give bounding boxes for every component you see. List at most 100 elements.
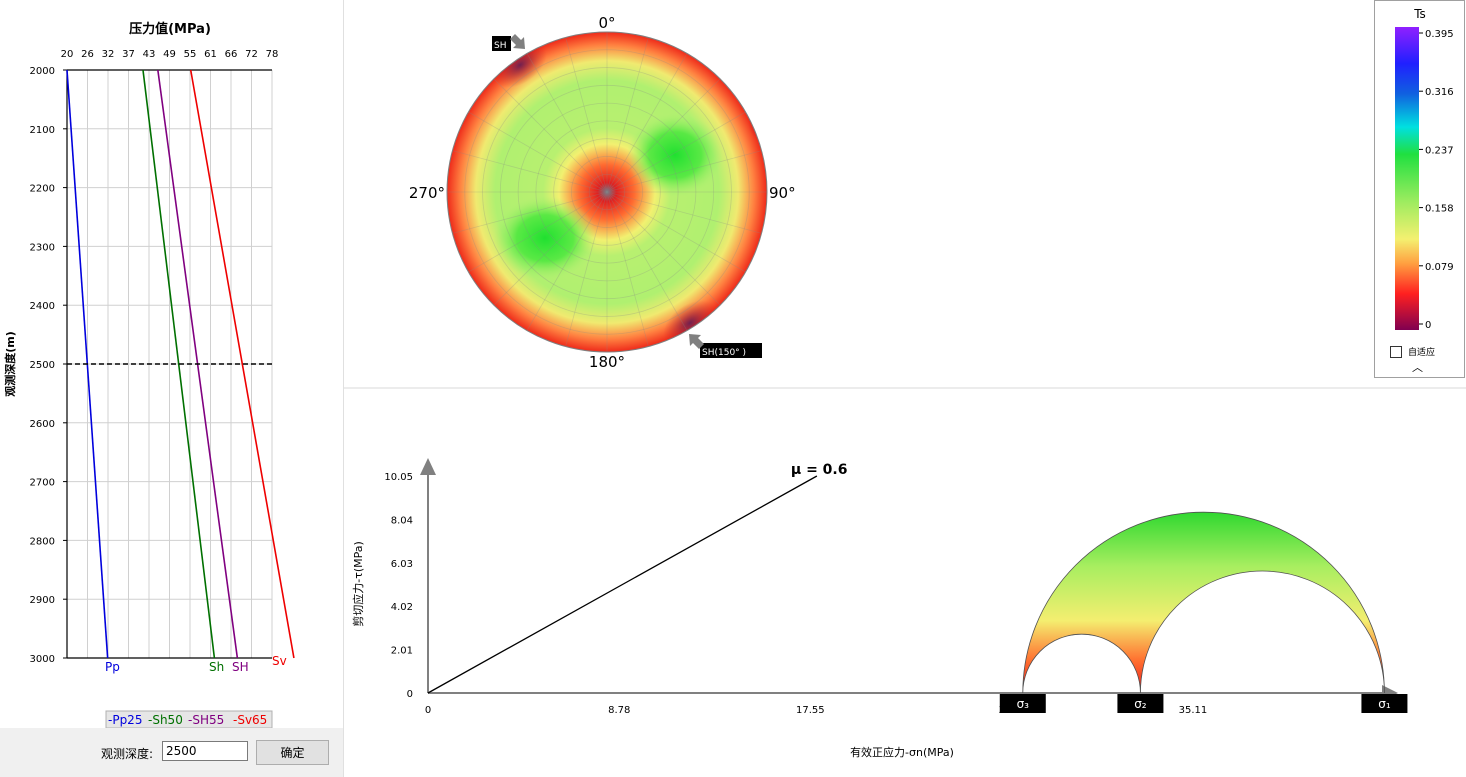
colorbar-tick-label: 0 — [1425, 320, 1431, 331]
sh-angle-label: SH(150° ) — [702, 348, 746, 358]
series-line-Sv — [189, 69, 295, 659]
end-label-sh: Sh — [209, 660, 224, 674]
net-spoke — [526, 53, 608, 193]
sh-arrow-se-icon — [689, 334, 704, 349]
net-spoke — [565, 191, 608, 347]
sh-label: SH — [494, 41, 506, 51]
net-spoke — [565, 37, 608, 193]
colorbar-tick-label: 0.158 — [1425, 204, 1454, 215]
net-ring — [571, 156, 643, 228]
net-ring — [553, 138, 661, 246]
mohr-axes — [420, 458, 1398, 701]
colorbar-title: Ts — [1413, 7, 1426, 21]
y-tick-label: 2900 — [30, 595, 55, 606]
end-label-SH: SH — [232, 660, 249, 674]
y-tick-labels: 0 2.01 4.02 6.03 8.04 10.05 — [384, 472, 413, 700]
y-tick-label: 2100 — [30, 125, 55, 136]
dark-zone-e — [748, 98, 767, 142]
stereonet-plot: 0° 90° 180° 270° SH SH(150° ) — [409, 14, 796, 371]
y-tick-labels: 2000 2100 2200 2300 2400 2500 2600 2700 2800 2900… — [30, 66, 55, 665]
colorbar: Ts 0.395 0.316 0.237 0.158 0.079 0 — [1395, 7, 1454, 331]
depth-input[interactable] — [162, 741, 248, 761]
net-spoke — [606, 78, 721, 193]
x-tick-label: 72 — [245, 49, 258, 60]
net-spoke — [606, 191, 688, 331]
x-tick-label: 61 — [204, 49, 217, 60]
net-spoke — [606, 191, 721, 306]
series-line-Sh — [142, 69, 216, 659]
x-tick-label: 35.11 — [1179, 705, 1208, 716]
x-tick-label: 0 — [425, 705, 431, 716]
net-spoke — [452, 150, 608, 193]
mohr-circle-area — [1022, 511, 1385, 694]
y-tick-label: 8.04 — [391, 515, 413, 526]
legend-pp: -Pp25 — [108, 713, 142, 727]
net-ring — [482, 67, 732, 317]
sigma-label-box — [1117, 694, 1164, 713]
y-axis-label: 剪切应力-τ(MPa) — [351, 541, 365, 627]
auto-fit-label: 自适应 — [1408, 348, 1436, 358]
legend-sv: -Sv65 — [233, 713, 267, 727]
y-tick-label: 2.01 — [391, 646, 413, 657]
colorbar-tick-label: 0.395 — [1425, 29, 1454, 40]
x-tick-label: 78 — [266, 49, 279, 60]
net-spoke — [452, 191, 608, 234]
net-spoke — [606, 191, 746, 273]
net-ring — [517, 102, 697, 282]
colorbar-panel — [1374, 0, 1465, 378]
net-spoke — [606, 150, 762, 193]
net-ring — [499, 84, 715, 300]
azimuth-180: 180° — [589, 353, 625, 371]
legend-box — [105, 710, 273, 728]
sigma-label: σ₃ — [1017, 697, 1030, 711]
sigma-label: σ₁ — [1378, 697, 1391, 711]
x-tick-label: 49 — [163, 49, 176, 60]
net-ring — [588, 173, 626, 211]
chevron-up-icon[interactable]: ︿ — [1412, 361, 1423, 374]
net-spoke — [493, 78, 608, 193]
colorbar-gradient — [1395, 27, 1419, 330]
legend-sh: -Sh50 — [148, 713, 183, 727]
y-tick-label: 2600 — [30, 419, 55, 430]
net-spoke — [493, 191, 608, 306]
net-ring — [464, 49, 750, 335]
net-spoke — [606, 53, 688, 193]
checkbox-box[interactable] — [1390, 345, 1402, 358]
x-tick-label: 55 — [184, 49, 197, 60]
y-tick-label: 4.02 — [391, 602, 413, 613]
stereonet-grid — [447, 32, 767, 352]
end-label-pp: Pp — [105, 660, 120, 674]
vertical-divider — [343, 0, 344, 777]
end-label-sv: Sv — [272, 654, 287, 668]
green-zone-ne — [627, 113, 723, 197]
sigma-label: σ₂ — [1134, 697, 1147, 711]
y-tick-label: 2400 — [30, 301, 55, 312]
azimuth-90: 90° — [769, 184, 796, 202]
y-tick-label: 2200 — [30, 184, 55, 195]
x-axis-label: 有效正应力-σn(MPa) — [850, 745, 954, 759]
x-tick-label: 43 — [143, 49, 156, 60]
net-spoke — [468, 191, 608, 273]
friction-line — [427, 475, 818, 694]
azimuth-270: 270° — [409, 184, 445, 202]
colorbar-ticks: 0.395 0.316 0.237 0.158 0.079 0 — [1419, 29, 1454, 331]
y-tick-label: 0 — [407, 689, 413, 700]
y-tick-label: 2000 — [30, 66, 55, 77]
x-tick-label: 32 — [102, 49, 115, 60]
y-tick-label: 3000 — [30, 654, 55, 665]
depth-label: 观测深度: — [101, 747, 154, 761]
net-spoke — [606, 111, 746, 193]
y-tick-label: 2300 — [30, 242, 55, 253]
green-zone-sw — [493, 196, 597, 280]
sigma-label-box — [999, 694, 1046, 713]
colorbar-tick-label: 0.237 — [1425, 145, 1454, 156]
sigma-label-box — [1361, 694, 1408, 713]
depth-pressure-chart: 压力值(MPa) 观测深度(m) 20 26 32 37 43 49 55 61 66 72 78 … — [3, 21, 295, 728]
stereonet-outline — [446, 31, 768, 353]
confirm-button[interactable]: 确定 — [256, 740, 329, 765]
x-tick-labels: 20 26 32 37 43 49 55 61 66 72 78 — [61, 49, 279, 60]
auto-fit-checkbox[interactable]: 自适应 — [1390, 345, 1435, 358]
left-panel — [0, 0, 343, 777]
